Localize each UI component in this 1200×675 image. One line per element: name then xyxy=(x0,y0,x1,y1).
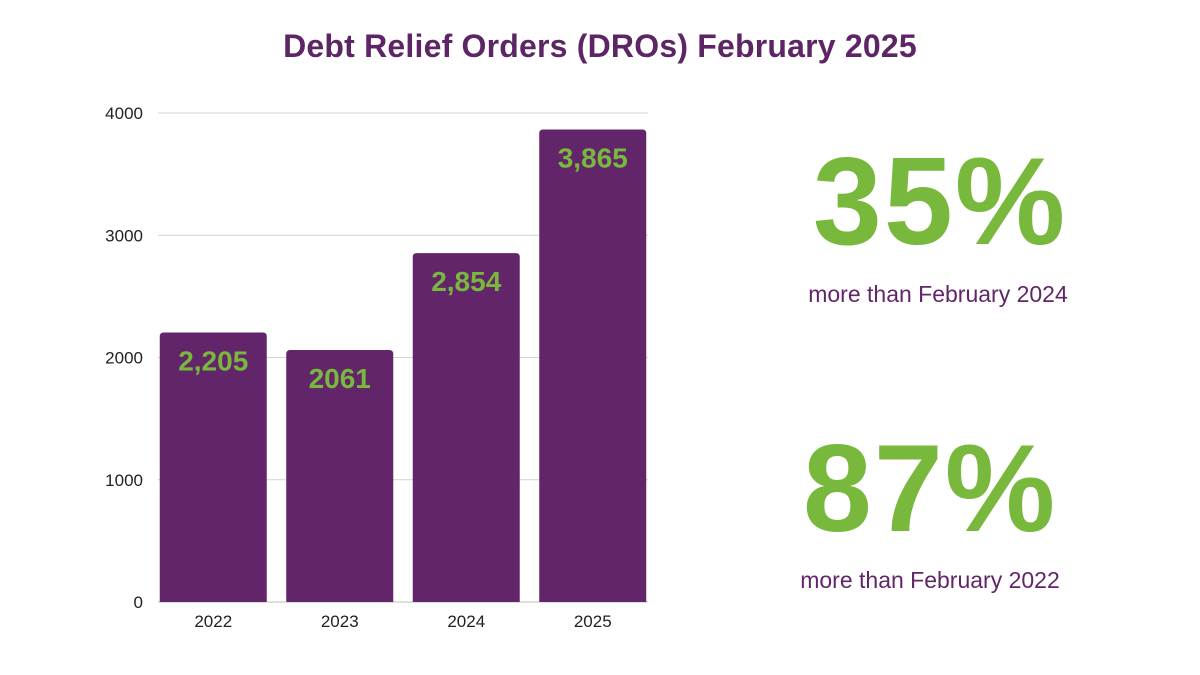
bar-chart: 0 1000 2000 3000 4000 2,205 2022 2061 2023 2,854 2… xyxy=(105,104,648,631)
y-tick-label: 4000 xyxy=(105,104,143,123)
data-label: 3,865 xyxy=(558,143,628,174)
data-label: 2,205 xyxy=(178,345,248,376)
stat-value-2022: 87% xyxy=(802,420,1058,558)
x-tick-label: 2025 xyxy=(574,612,612,631)
data-label: 2,854 xyxy=(431,266,501,297)
y-tick-label: 0 xyxy=(134,593,143,612)
y-tick-label: 2000 xyxy=(105,349,143,368)
data-label: 2061 xyxy=(309,363,371,394)
x-tick-label: 2023 xyxy=(321,612,359,631)
bar-2024 xyxy=(412,253,520,602)
stat-label-2024: more than February 2024 xyxy=(808,281,1068,307)
chart-title: Debt Relief Orders (DROs) February 2025 xyxy=(283,28,917,64)
stat-value-2024: 35% xyxy=(812,133,1068,271)
y-tick-label: 1000 xyxy=(105,471,143,490)
stat-label-2022: more than February 2022 xyxy=(800,567,1060,593)
y-tick-label: 3000 xyxy=(105,226,143,245)
bar-2025 xyxy=(539,129,647,602)
x-tick-label: 2024 xyxy=(447,612,485,631)
x-tick-label: 2022 xyxy=(194,612,232,631)
bar-2022 xyxy=(159,332,267,602)
bar-2023 xyxy=(286,350,394,602)
